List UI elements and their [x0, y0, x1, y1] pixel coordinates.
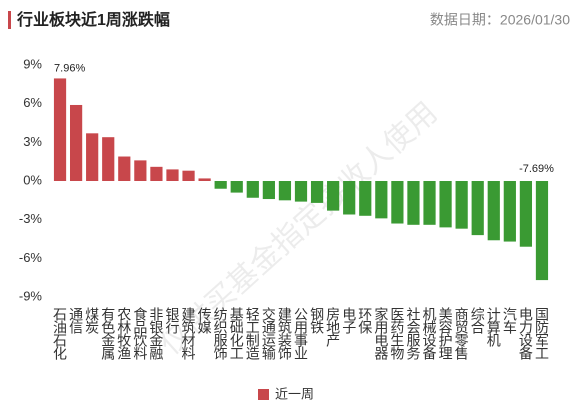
- title-accent: [8, 11, 11, 29]
- bar: [118, 156, 131, 181]
- y-tick-label: -9%: [19, 288, 43, 303]
- bar: [134, 160, 147, 181]
- x-tick-label: 纺织服饰: [213, 307, 229, 360]
- x-tick-label: 医药生物: [389, 307, 405, 361]
- bar: [519, 181, 533, 247]
- bar: [86, 133, 99, 181]
- bar: [150, 166, 163, 181]
- x-tick-label: 建筑材料: [181, 307, 197, 360]
- x-tick-label: 电子: [341, 307, 357, 334]
- x-tick-label: 房地产: [325, 307, 341, 348]
- bar: [439, 181, 452, 228]
- x-tick-label: 基础化工: [229, 306, 245, 359]
- bar: [294, 181, 308, 202]
- x-tick-label: 机械设备: [422, 307, 438, 360]
- x-tick-label: 石油石化: [52, 307, 68, 361]
- bar: [53, 78, 67, 181]
- bar: [278, 181, 292, 201]
- bar: [230, 181, 243, 193]
- bar: [246, 181, 259, 198]
- x-tick-label: 交通运输: [261, 306, 277, 360]
- x-tick-label: 环保: [357, 307, 373, 334]
- data-label: -7.69%: [519, 163, 554, 175]
- x-tick-label: 商贸零售: [454, 307, 470, 360]
- bar: [310, 181, 324, 203]
- bar: [166, 169, 179, 181]
- x-tick-label: 有色金属: [100, 307, 116, 360]
- x-tick-label: 社会服务: [405, 307, 421, 360]
- chart-title: 行业板块近1周涨跌幅: [16, 10, 170, 29]
- bar: [423, 181, 436, 225]
- x-tick-label: 公用事业: [293, 307, 309, 360]
- y-tick-label: -6%: [19, 250, 43, 265]
- bar: [407, 181, 420, 225]
- x-tick-label: 通信: [68, 307, 84, 334]
- y-tick-label: -3%: [19, 211, 43, 226]
- bar: [343, 181, 356, 215]
- x-tick-label: 美容护理: [438, 307, 454, 359]
- y-tick-label: 3%: [23, 134, 42, 149]
- legend-swatch: [258, 389, 269, 400]
- y-tick-label: 6%: [23, 95, 42, 110]
- bar: [503, 181, 516, 242]
- x-tick-label: 计算机: [486, 307, 502, 348]
- bar: [102, 137, 115, 181]
- x-tick-label: 综合: [470, 307, 486, 334]
- x-tick-label: 钢铁: [309, 307, 325, 334]
- x-tick-label: 国防军工: [534, 307, 550, 359]
- bar: [471, 181, 484, 236]
- bar: [535, 181, 549, 281]
- bar: [69, 104, 83, 181]
- x-tick-label: 银行: [164, 307, 180, 335]
- bar: [391, 181, 404, 224]
- bar: [198, 178, 211, 181]
- x-tick-label: 农林牧渔: [116, 307, 132, 360]
- x-tick-label: 汽车: [502, 307, 518, 334]
- date-label: 数据日期：2026/01/30: [430, 12, 570, 28]
- bar: [487, 181, 500, 241]
- x-tick-label: 电力设备: [518, 307, 534, 360]
- x-tick-label: 传媒: [197, 307, 213, 334]
- x-tick-label: 轻工制造: [245, 307, 261, 361]
- data-label: 7.96%: [54, 62, 85, 74]
- legend-label: 近一周: [275, 386, 314, 401]
- bar: [214, 181, 227, 189]
- x-tick-label: 非银金融: [148, 307, 164, 360]
- y-tick-label: 9%: [23, 56, 42, 71]
- bar: [327, 181, 340, 211]
- bar: [182, 170, 195, 181]
- x-tick-label: 建筑装饰: [277, 307, 293, 360]
- x-tick-label: 煤炭: [84, 307, 100, 334]
- bar: [359, 181, 372, 216]
- bar: [262, 181, 275, 200]
- y-tick-label: 0%: [23, 172, 42, 187]
- bar: [455, 181, 468, 229]
- bar: [375, 181, 388, 219]
- x-tick-label: 食品饮料: [132, 306, 148, 360]
- x-tick-label: 家用电器: [373, 306, 389, 360]
